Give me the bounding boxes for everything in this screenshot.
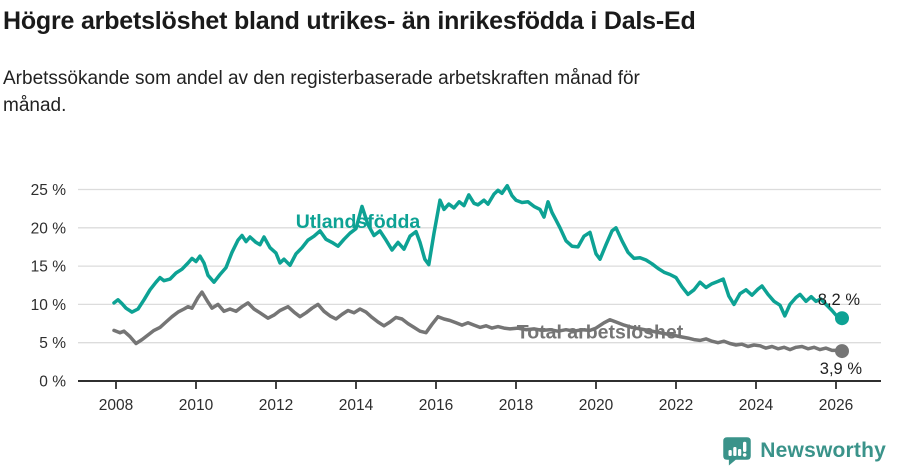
x-tick-label: 2022: [659, 397, 693, 414]
chart-subtitle: Arbetssökande som andel av den registerb…: [3, 66, 843, 120]
end-value-label-total: 3,9 %: [820, 360, 863, 378]
x-tick-label: 2018: [499, 397, 533, 414]
x-tick-label: 2014: [339, 397, 374, 414]
chart-subtitle-line1: Arbetssökande som andel av den registerb…: [3, 68, 640, 89]
y-tick-label: 15 %: [31, 259, 67, 276]
newsworthy-logo-text: Newsworthy: [760, 439, 886, 462]
y-tick-label: 20 %: [31, 220, 67, 237]
x-tick-label: 2010: [179, 397, 214, 414]
x-tick-label: 2012: [259, 397, 293, 414]
end-value-label-utlandsfodda: 8,2 %: [818, 291, 861, 309]
x-tick-label: 2016: [419, 397, 453, 414]
page-title: Högre arbetslöshet bland utrikes- än inr…: [3, 7, 696, 35]
newsworthy-logo: Newsworthy: [722, 436, 886, 466]
y-tick-label: 0 %: [39, 374, 66, 391]
series-label-utlandsfodda: Utlandsfödda: [296, 211, 421, 233]
newsworthy-logo-icon: [722, 436, 752, 466]
x-tick-label: 2008: [99, 397, 133, 414]
x-tick-label: 2020: [579, 397, 614, 414]
series-label-total: Total arbetslöshet: [517, 322, 684, 344]
chart-subtitle-line2: månad.: [3, 94, 67, 116]
x-tick-label: 2024: [739, 397, 774, 414]
y-tick-label: 5 %: [39, 335, 66, 352]
series-line-total: [112, 290, 844, 353]
series-endpoint-total: [835, 344, 849, 359]
y-tick-label: 25 %: [31, 182, 67, 199]
series-line-utlandsfodda: [112, 183, 844, 320]
series-endpoint-utlandsfodda: [835, 311, 849, 326]
y-tick-label: 10 %: [31, 297, 67, 314]
x-tick-label: 2026: [819, 397, 853, 414]
